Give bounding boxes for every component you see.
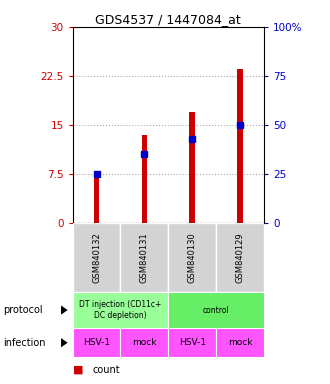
Text: mock: mock bbox=[132, 338, 157, 347]
Polygon shape bbox=[61, 306, 68, 315]
Text: HSV-1: HSV-1 bbox=[83, 338, 110, 347]
Bar bbox=[120, 328, 168, 357]
Text: GSM840129: GSM840129 bbox=[236, 232, 245, 283]
Polygon shape bbox=[61, 338, 68, 347]
Text: ■: ■ bbox=[73, 365, 83, 375]
Text: count: count bbox=[92, 365, 120, 375]
Bar bbox=[216, 223, 264, 292]
Text: GSM840131: GSM840131 bbox=[140, 232, 149, 283]
Bar bbox=[73, 328, 120, 357]
Text: DT injection (CD11c+
DC depletion): DT injection (CD11c+ DC depletion) bbox=[79, 300, 162, 320]
Bar bbox=[120, 223, 168, 292]
Text: HSV-1: HSV-1 bbox=[179, 338, 206, 347]
Bar bbox=[94, 172, 99, 223]
Text: control: control bbox=[203, 306, 230, 314]
Text: mock: mock bbox=[228, 338, 252, 347]
Text: GSM840132: GSM840132 bbox=[92, 232, 101, 283]
Title: GDS4537 / 1447084_at: GDS4537 / 1447084_at bbox=[95, 13, 241, 26]
Bar bbox=[142, 135, 147, 223]
Bar bbox=[73, 223, 120, 292]
Bar bbox=[216, 328, 264, 357]
Bar bbox=[189, 112, 195, 223]
Text: infection: infection bbox=[3, 338, 46, 348]
Bar bbox=[168, 292, 264, 328]
Bar bbox=[168, 328, 216, 357]
Bar bbox=[73, 292, 168, 328]
Text: protocol: protocol bbox=[3, 305, 43, 315]
Bar bbox=[237, 70, 243, 223]
Bar bbox=[168, 223, 216, 292]
Text: GSM840130: GSM840130 bbox=[188, 232, 197, 283]
